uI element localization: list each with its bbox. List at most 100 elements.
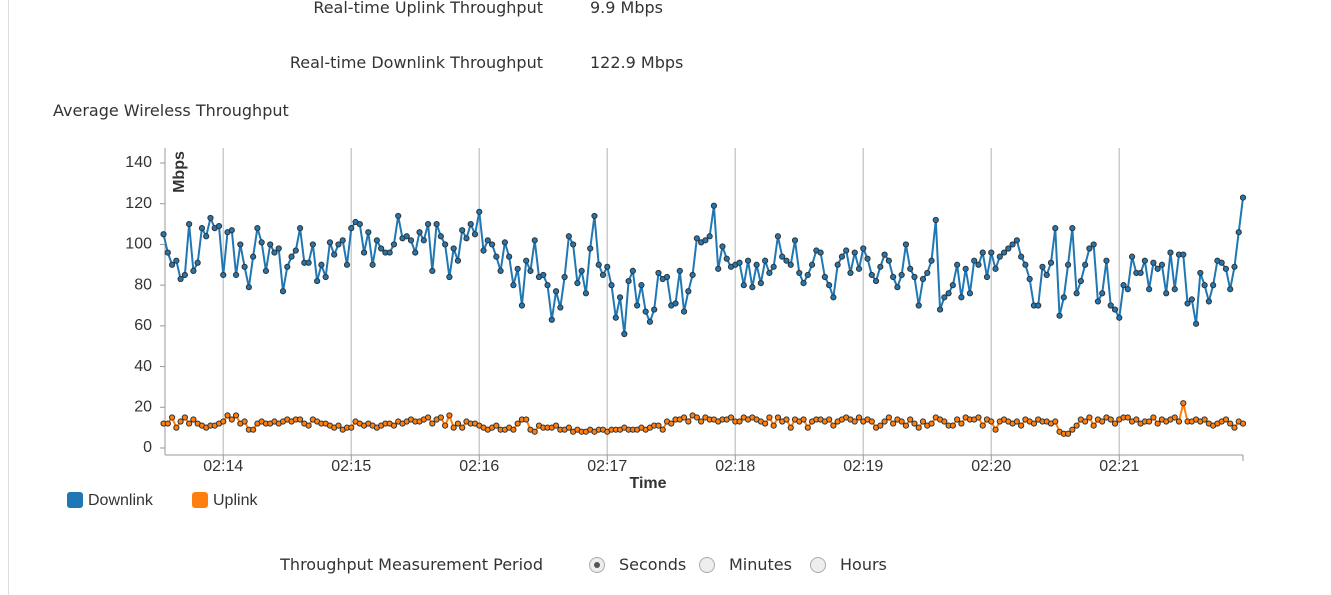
data-point [932,216,939,224]
data-point [885,257,892,264]
data-point [1124,414,1131,421]
data-point [715,265,722,272]
data-point [531,237,538,244]
data-point [1120,282,1127,289]
radio-label[interactable]: Minutes [729,555,792,574]
section-title: Average Wireless Throughput [53,101,289,120]
x-tick-label: 02:15 [331,458,371,475]
data-point [220,271,227,279]
legend-label: Downlink [88,492,154,509]
data-point [941,418,948,425]
data-point [518,302,526,309]
data-point [830,422,837,429]
data-point [1154,265,1161,272]
data-point [1052,418,1059,425]
data-point [275,245,282,252]
data-point [629,267,636,274]
data-point [241,263,248,270]
data-point [1099,418,1106,425]
data-point [890,273,897,281]
data-point [941,294,948,301]
data-point [429,420,436,427]
data-point [250,426,257,433]
data-point [1047,259,1055,266]
data-point [314,277,321,285]
data-point [570,241,577,248]
data-point [1222,265,1230,272]
data-point [736,259,743,266]
data-point [962,265,969,272]
data-point [838,253,846,260]
data-point [608,282,615,289]
radio-button[interactable] [810,557,826,573]
data-point [446,273,453,281]
data-point [1111,306,1119,313]
data-point [348,424,355,431]
radio-button[interactable] [699,557,715,573]
data-point [655,269,662,277]
data-point [830,294,837,301]
data-point [625,277,632,285]
data-point [1035,302,1042,309]
y-tick-label: 140 [125,154,152,171]
data-point [1175,418,1183,425]
data-point [975,261,982,268]
data-point [527,267,534,274]
data-point [215,223,223,230]
data-point [476,208,483,215]
series-line [162,197,1244,335]
x-tick-label: 02:17 [587,458,627,475]
data-point [787,261,794,268]
data-point [442,241,449,248]
data-point [360,249,368,256]
data-point [804,424,811,431]
data-point [971,257,978,264]
legend-swatch [192,492,208,508]
data-point [693,414,700,421]
data-point [1227,286,1234,293]
data-point [424,414,432,421]
data-point [437,233,444,240]
data-point [168,414,176,421]
data-point [1030,420,1038,427]
data-point [1141,257,1148,264]
data-point [331,251,338,258]
data-point [1069,426,1076,433]
data-point [395,212,402,220]
data-point [1158,261,1166,268]
radio-label[interactable]: Hours [840,555,887,574]
data-point [621,330,628,338]
data-point [668,420,675,427]
data-point [808,261,816,268]
data-point [634,302,641,309]
data-point [1056,312,1063,319]
data-point [168,261,176,268]
data-point [898,418,905,425]
data-point [484,237,491,244]
data-point [1013,237,1020,244]
data-point [1073,422,1080,429]
radio-button[interactable] [589,557,605,573]
data-point [574,280,581,287]
data-point [523,257,530,264]
radio-label[interactable]: Seconds [619,555,687,574]
data-point [898,271,905,279]
data-point [501,239,508,246]
data-point [378,245,385,252]
data-point [262,267,270,274]
data-point [1218,259,1225,266]
data-point [612,314,619,321]
data-point [160,231,167,238]
data-point [651,306,658,313]
y-tick-label: 100 [125,236,152,253]
data-point [437,414,444,421]
data-point [514,420,521,427]
data-point [885,414,892,421]
data-point [488,241,496,248]
data-point [847,269,854,277]
data-point [1201,282,1208,289]
data-point [454,420,462,427]
data-point [915,424,922,431]
data-point [954,416,961,423]
